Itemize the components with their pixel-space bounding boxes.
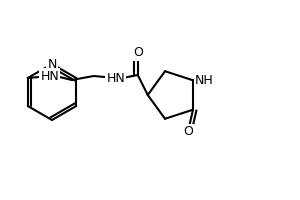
Text: O: O — [183, 125, 193, 138]
Text: NH: NH — [195, 74, 214, 87]
Text: HN: HN — [106, 72, 125, 84]
Text: HN: HN — [40, 70, 59, 82]
Text: O: O — [133, 46, 143, 60]
Text: N: N — [47, 58, 57, 71]
